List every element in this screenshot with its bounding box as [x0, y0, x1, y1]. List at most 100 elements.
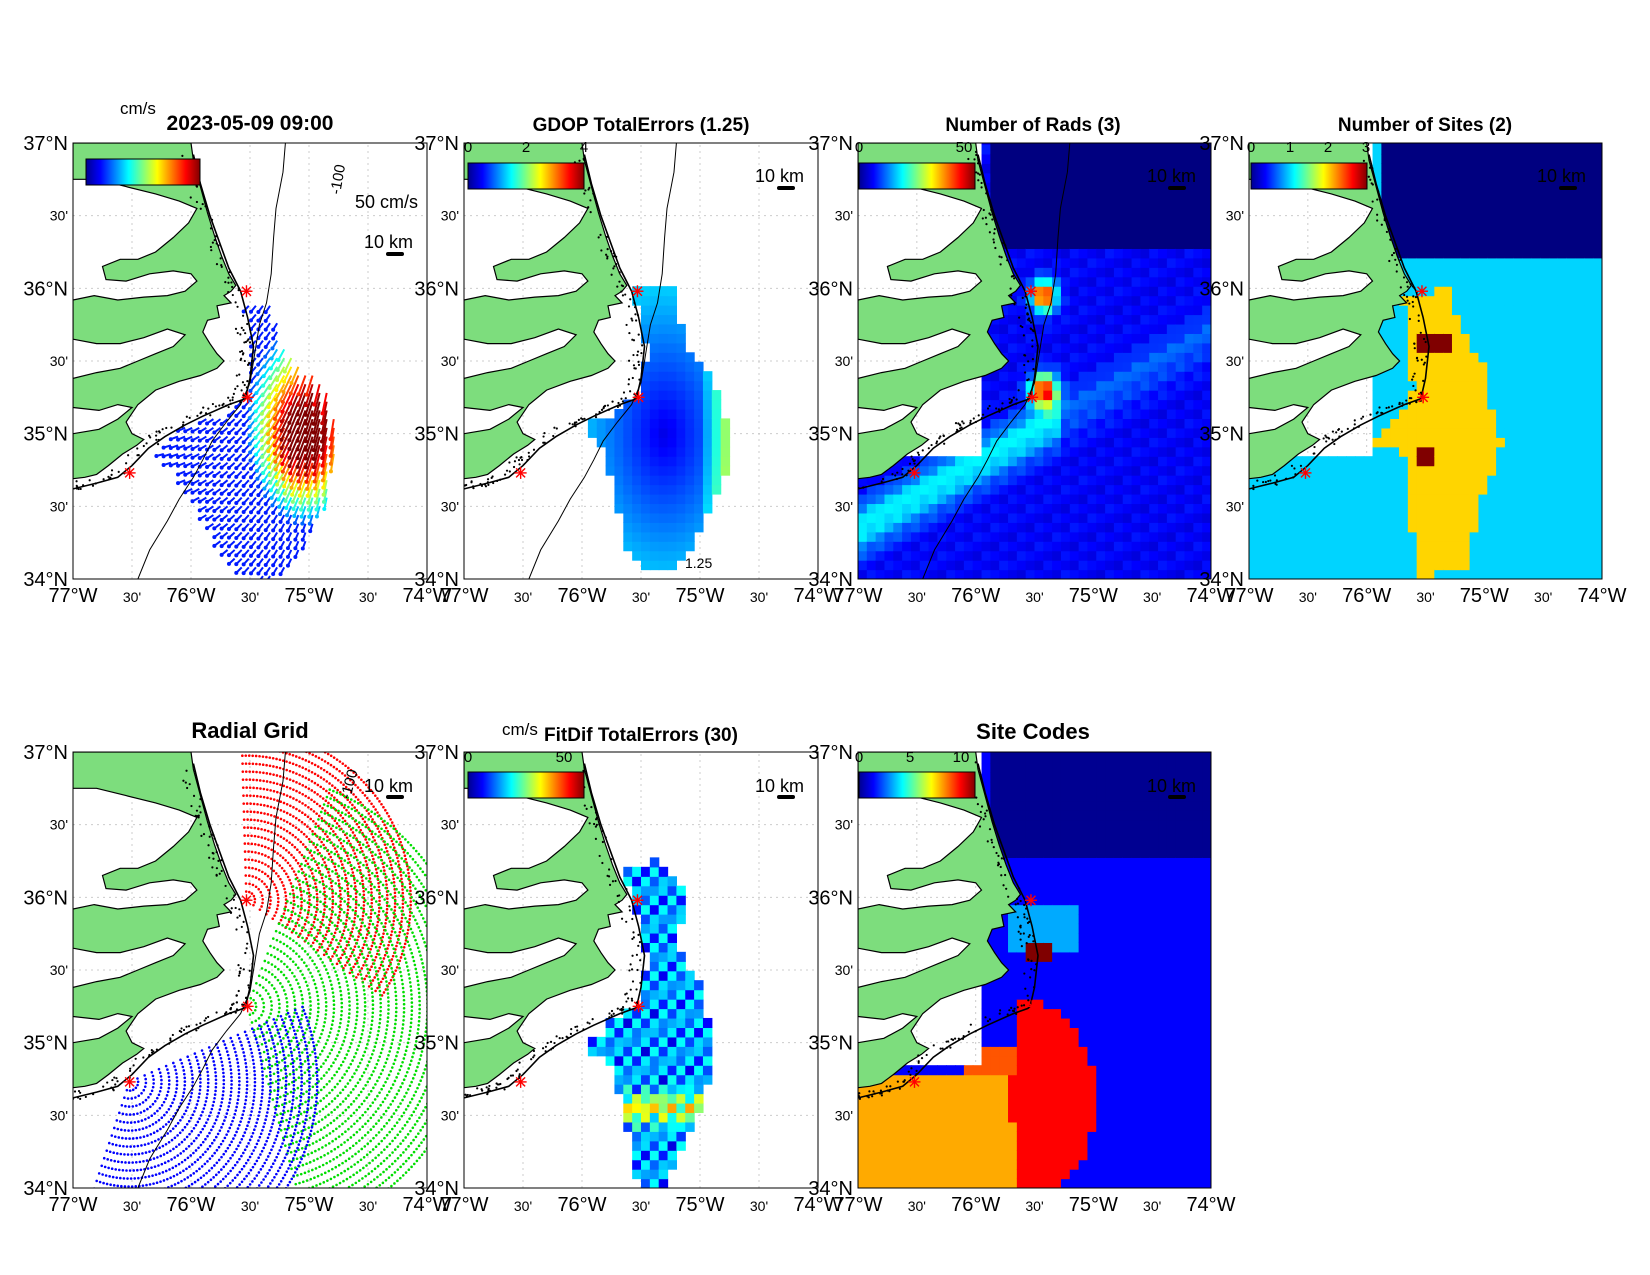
current-vector-head — [197, 421, 202, 426]
colorbar-tick: 2 — [1324, 139, 1332, 156]
radial-count-cell — [1131, 305, 1141, 316]
radial-count-cell — [1087, 484, 1097, 495]
site-count-cell — [1443, 475, 1453, 486]
radial-count-cell — [1078, 153, 1089, 164]
radial-count-cell — [1096, 144, 1106, 155]
site-count-cell — [1407, 446, 1418, 457]
coast-speck — [142, 444, 145, 448]
site-count-cell — [1487, 314, 1497, 325]
coast-speck — [1387, 227, 1390, 231]
site-count-cell — [1478, 437, 1488, 448]
site-count-cell — [1460, 342, 1471, 353]
radial-count-cell — [1060, 220, 1071, 231]
coast-speck — [229, 1008, 232, 1011]
site-count-cell — [1451, 437, 1462, 448]
site-count-cell — [1407, 295, 1418, 306]
radial-count-cell — [1043, 408, 1053, 420]
site-count-cell — [1487, 276, 1497, 287]
coast-speck — [1021, 296, 1024, 299]
site-count-cell — [1531, 314, 1541, 325]
current-vector-head — [282, 491, 287, 496]
site-markers — [1299, 285, 1430, 479]
site-count-cell — [1416, 210, 1427, 221]
coast-speck — [578, 159, 581, 162]
site-count-cell — [1522, 191, 1532, 202]
lon-tick-label: 30' — [632, 589, 650, 605]
gdop-cell — [676, 390, 686, 401]
radial-count-cell — [1175, 352, 1186, 363]
current-vector-head — [241, 440, 246, 445]
gdop-cell — [685, 427, 695, 438]
radial-count-cell — [1158, 323, 1168, 334]
radial-count-cell — [1060, 295, 1071, 306]
radial-count-cell — [1016, 153, 1027, 164]
radial-count-cell — [1043, 248, 1053, 259]
site-count-cell — [1540, 361, 1550, 372]
current-vector-head — [271, 537, 276, 542]
site-count-cell — [1301, 484, 1312, 495]
site-count-cell — [1284, 475, 1294, 486]
radial-count-cell — [1008, 541, 1018, 552]
radial-grid-point — [261, 870, 264, 874]
radial-count-cell — [1149, 361, 1159, 372]
site-count-cell — [1407, 257, 1418, 268]
current-vector-head — [256, 519, 261, 524]
radial-count-cell — [1060, 380, 1071, 391]
coast-speck — [927, 447, 930, 450]
radial-count-cell — [1166, 550, 1177, 561]
site-count-cell — [1531, 305, 1541, 316]
gdop-cell — [614, 437, 624, 448]
coast-speck — [197, 1027, 200, 1030]
radial-count-cell — [1122, 437, 1133, 448]
current-vector-head — [176, 463, 181, 468]
radial-count-cell — [1069, 295, 1080, 306]
radial-grid-point — [254, 876, 258, 879]
current-vector-head — [154, 453, 159, 458]
gdop-cell — [641, 427, 651, 438]
coast-speck — [1252, 484, 1255, 488]
current-vector-head — [212, 421, 217, 426]
site-count-cell — [1513, 295, 1524, 306]
site-count-cell — [1425, 210, 1435, 221]
radial-count-cell — [1025, 257, 1036, 268]
site-count-cell — [1584, 475, 1594, 486]
current-vector-head — [168, 463, 173, 468]
current-vector — [313, 383, 321, 405]
site-count-cell — [1425, 172, 1435, 183]
current-vector-head — [277, 504, 282, 509]
site-count-cell — [1549, 276, 1559, 287]
radial-count-cell — [866, 512, 877, 523]
site-count-cell — [1496, 418, 1506, 429]
site-count-cell — [1478, 390, 1488, 401]
site-count-cell — [1593, 522, 1602, 533]
radial-count-cell — [937, 493, 947, 505]
site-count-cell — [1310, 465, 1321, 476]
current-vector-head — [256, 318, 261, 323]
site-count-cell — [1390, 220, 1400, 231]
current-vector-head — [212, 482, 217, 487]
site-count-cell — [1504, 550, 1515, 561]
coast-speck — [237, 964, 240, 967]
radial-count-cell — [1113, 333, 1124, 344]
current-vector-head — [303, 430, 308, 435]
site-count-cell — [1557, 512, 1568, 523]
radial-count-cell — [990, 144, 1000, 155]
radial-count-cell — [946, 550, 956, 561]
coast-speck — [211, 851, 214, 855]
radial-count-cell — [1113, 512, 1124, 523]
site-count-cell — [1504, 541, 1515, 552]
current-vector-head — [289, 381, 294, 386]
radial-count-cell — [1140, 314, 1150, 325]
site-count-cell — [1557, 493, 1568, 505]
coast-speck — [1023, 363, 1026, 367]
site-count-cell — [1513, 143, 1524, 146]
radial-count-cell — [1052, 408, 1062, 420]
site-count-cell — [1496, 456, 1506, 467]
radial-count-cell — [1105, 172, 1115, 183]
gdop-cell — [641, 456, 651, 467]
radial-count-cell — [1008, 163, 1018, 174]
radial-count-cell — [1087, 371, 1097, 382]
site-count-cell — [1549, 267, 1559, 278]
coast-speck — [1380, 223, 1383, 226]
radial-count-cell — [1184, 182, 1194, 193]
